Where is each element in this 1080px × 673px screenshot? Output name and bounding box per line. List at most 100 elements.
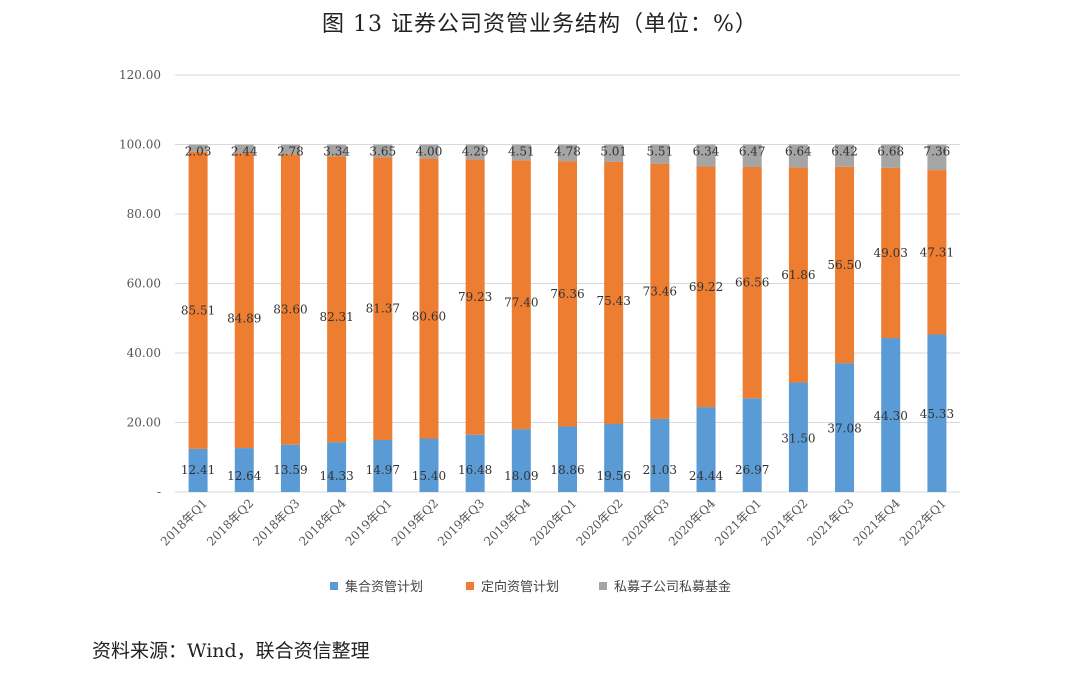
- value-label: 4.29: [462, 145, 489, 159]
- value-label: 18.09: [504, 469, 538, 483]
- legend-swatch-1: [330, 582, 338, 590]
- value-label: 75.43: [596, 294, 630, 308]
- value-label: 21.03: [643, 463, 677, 477]
- bar-segment-1: [927, 334, 947, 492]
- y-tick-label: -: [157, 485, 161, 499]
- value-label: 15.40: [412, 469, 446, 483]
- legend-label: 私募子公司私募基金: [614, 579, 731, 595]
- value-label: 4.51: [508, 145, 535, 159]
- bar-segment-3: [465, 144, 485, 160]
- x-tick-label: 2018年Q1: [158, 496, 210, 548]
- value-label: 12.64: [227, 469, 262, 483]
- bar-segment-3: [881, 144, 901, 168]
- legend-swatch-2: [466, 582, 474, 590]
- value-label: 16.48: [458, 463, 492, 477]
- bar-segment-3: [835, 144, 855, 167]
- x-tick-label: 2021年Q2: [758, 496, 810, 548]
- value-label: 73.46: [643, 284, 677, 298]
- x-tick-label: 2019年Q1: [343, 496, 395, 548]
- value-label: 80.60: [412, 309, 446, 323]
- bar-segment-1: [788, 382, 808, 492]
- value-label: 61.86: [781, 268, 815, 282]
- bar-segment-2: [696, 166, 716, 408]
- value-label: 6.47: [739, 145, 766, 159]
- bar-segment-1: [280, 444, 300, 492]
- bar-segment-3: [327, 144, 347, 157]
- bar-segment-1: [327, 442, 347, 492]
- x-tick-label: 2022年Q1: [897, 496, 949, 548]
- bar-segment-1: [881, 338, 901, 492]
- bar-segment-1: [511, 429, 531, 492]
- x-tick-label: 2018年Q2: [204, 496, 256, 548]
- value-label: 2.78: [277, 145, 304, 159]
- bar-segment-3: [511, 144, 531, 161]
- value-label: 6.64: [785, 145, 812, 159]
- bar-segment-2: [234, 153, 254, 449]
- x-tick-label: 2020年Q3: [620, 496, 672, 548]
- value-label: 13.59: [273, 463, 307, 477]
- value-label: 66.56: [735, 276, 769, 290]
- y-tick-label: 60.00: [127, 277, 161, 291]
- y-tick-label: 20.00: [127, 416, 161, 430]
- value-label: 5.51: [646, 145, 673, 159]
- bar-segment-1: [188, 448, 208, 492]
- value-label: 14.97: [366, 463, 400, 477]
- bar-segment-3: [927, 144, 947, 171]
- value-label: 81.37: [366, 302, 400, 316]
- bar-segment-3: [234, 144, 254, 154]
- value-label: 82.31: [319, 310, 353, 324]
- bar-segment-1: [650, 418, 670, 492]
- bar-segment-1: [558, 426, 577, 492]
- value-label: 5.01: [600, 145, 627, 159]
- value-label: 44.30: [874, 409, 908, 423]
- bar-segment-2: [280, 154, 300, 445]
- y-tick-label: 40.00: [127, 346, 161, 360]
- value-label: 2.03: [185, 145, 212, 159]
- value-label: 3.65: [369, 145, 396, 159]
- value-label: 56.50: [827, 258, 861, 272]
- x-tick-label: 2018年Q3: [250, 496, 302, 548]
- stacked-bar-chart: - 20.00 40.00 60.00 80.00 100.00 120.00 12.41 85…: [119, 68, 960, 595]
- bar-segment-2: [373, 157, 393, 440]
- x-tick-label: 2020年Q4: [666, 496, 719, 549]
- value-label: 79.23: [458, 290, 492, 304]
- bar-segment-2: [604, 161, 624, 425]
- x-tick-label: 2019年Q2: [389, 496, 441, 548]
- bar-segment-3: [742, 144, 762, 167]
- value-label: 4.78: [554, 145, 581, 159]
- legend-label: 集合资管计划: [345, 579, 423, 595]
- bar-segment-3: [558, 144, 577, 162]
- bar-segment-2: [558, 161, 577, 427]
- x-tick-label: 2019年Q4: [481, 496, 534, 549]
- bar-segment-3: [788, 144, 808, 168]
- value-label: 69.22: [689, 280, 723, 294]
- bar-segment-2: [835, 166, 855, 364]
- value-label: 18.86: [550, 463, 584, 477]
- value-label: 49.03: [874, 246, 908, 260]
- bar-segment-2: [881, 167, 901, 339]
- bar-segment-3: [188, 144, 208, 152]
- legend-swatch-3: [599, 582, 607, 590]
- value-label: 4.00: [416, 145, 443, 159]
- value-label: 12.41: [181, 463, 215, 477]
- y-tick-label: 120.00: [119, 68, 161, 82]
- bar-segment-2: [419, 158, 439, 439]
- chart-title: 图 13 证券公司资管业务结构（单位：%）: [322, 12, 758, 37]
- value-label: 14.33: [319, 469, 353, 483]
- bar-segment-2: [788, 167, 808, 383]
- value-label: 7.36: [924, 145, 951, 159]
- x-tick-label: 2021年Q3: [804, 496, 856, 548]
- value-label: 77.40: [504, 296, 538, 310]
- bar-segment-1: [835, 363, 855, 492]
- bar-segment-3: [373, 144, 393, 158]
- bar-segment-3: [604, 144, 624, 162]
- bar-segment-1: [742, 398, 762, 492]
- value-label: 45.33: [920, 407, 954, 421]
- value-label: 31.50: [781, 431, 815, 445]
- bar-segment-1: [465, 434, 485, 492]
- bar-segment-3: [696, 144, 716, 167]
- legend-label: 定向资管计划: [481, 579, 559, 595]
- value-label: 2.44: [231, 145, 258, 159]
- y-tick-label: 80.00: [127, 207, 161, 221]
- bar-segment-1: [419, 438, 439, 492]
